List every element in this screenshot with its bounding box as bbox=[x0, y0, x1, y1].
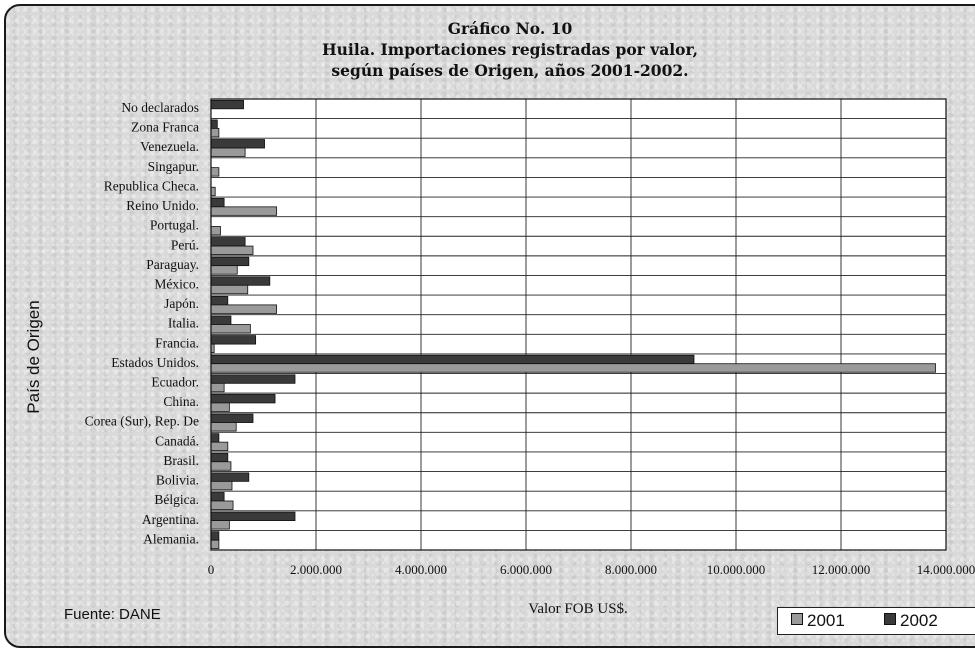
category-label: Portugal. bbox=[150, 218, 199, 233]
bar-2002 bbox=[210, 335, 257, 345]
legend-item-2001: 2001 bbox=[791, 611, 845, 631]
bar-2001 bbox=[210, 382, 225, 393]
bar-2002 bbox=[210, 511, 296, 521]
category-label: Ecuador. bbox=[151, 375, 199, 390]
category-label: Reino Unido. bbox=[126, 198, 199, 213]
bar-2001 bbox=[210, 226, 221, 236]
bars bbox=[210, 99, 936, 550]
bar-2001 bbox=[210, 480, 233, 491]
category-label: Alemania. bbox=[143, 531, 199, 546]
bar-2001 bbox=[210, 422, 237, 432]
bar-2001 bbox=[210, 363, 936, 373]
legend: 2001 2002 bbox=[777, 607, 975, 635]
chart-title-line-1: Gráfico No. 10 bbox=[447, 19, 573, 38]
bar-2002 bbox=[210, 433, 220, 443]
bar-2001 bbox=[210, 245, 254, 255]
bar-2001 bbox=[210, 324, 251, 334]
bar-2001 bbox=[210, 461, 232, 471]
bar-2001 bbox=[210, 147, 246, 157]
category-label: Argentina. bbox=[142, 512, 199, 527]
bar-chart: No declarados Zona Franca Venezuela. Singap… bbox=[24, 98, 975, 617]
bar-2002 bbox=[210, 472, 250, 482]
category-label: Venezuela. bbox=[140, 139, 199, 154]
x-tick-labels: 0 2.000.000 4.000.000 6.000.000 8.000.000 10.… bbox=[208, 562, 975, 577]
bar-2001 bbox=[210, 500, 234, 510]
legend-item-2002: 2002 bbox=[884, 611, 938, 631]
plot-border bbox=[210, 98, 947, 551]
category-label: Italia. bbox=[168, 316, 199, 331]
category-label: Brasil. bbox=[163, 453, 199, 468]
bar-2002 bbox=[210, 276, 271, 286]
category-label: Corea (Sur), Rep. De bbox=[85, 414, 199, 429]
category-labels: No declarados Zona Franca Venezuela. Singap… bbox=[85, 100, 199, 546]
chart-title-line-3: según países de Origen, años 2001-2002. bbox=[331, 61, 689, 80]
category-label: No declarados bbox=[121, 100, 199, 115]
bar-2002 bbox=[210, 139, 265, 149]
category-label: México. bbox=[154, 276, 199, 291]
category-label: Republica Checa. bbox=[104, 178, 199, 193]
bar-2002 bbox=[210, 237, 246, 247]
bar-2002 bbox=[210, 374, 296, 384]
legend-swatch-2001 bbox=[791, 613, 803, 625]
bar-2002 bbox=[210, 492, 225, 502]
x-tick-label: 12.000.000 bbox=[812, 562, 871, 577]
chart-title-line-2: Huila. Importaciones registradas por val… bbox=[322, 40, 698, 59]
bar-2002 bbox=[210, 197, 225, 208]
bar-2001 bbox=[210, 304, 278, 314]
bar-2002 bbox=[210, 531, 220, 541]
category-label: Japón. bbox=[164, 296, 199, 311]
x-tick-label: 4.000.000 bbox=[395, 562, 447, 577]
chart-title: Gráfico No. 10 Huila. Importaciones regi… bbox=[230, 18, 790, 81]
category-label: Zona Franca bbox=[131, 120, 199, 135]
bar-2001 bbox=[210, 441, 229, 452]
category-label: Francia. bbox=[155, 335, 199, 350]
x-tick-label: 6.000.000 bbox=[500, 562, 552, 577]
bar-2002 bbox=[210, 354, 695, 365]
plot-area bbox=[210, 98, 947, 551]
bar-2001 bbox=[210, 520, 230, 530]
bar-2001 bbox=[210, 402, 230, 412]
bar-2001 bbox=[210, 128, 220, 138]
bar-2002 bbox=[210, 413, 254, 423]
x-tick-label: 10.000.000 bbox=[707, 562, 766, 577]
x-tick-label: 2.000.000 bbox=[290, 562, 342, 577]
category-label: Estados Unidos. bbox=[111, 355, 199, 370]
category-label: Bolivia. bbox=[156, 473, 199, 488]
bar-2001 bbox=[210, 284, 249, 295]
category-label: Paraguay. bbox=[146, 257, 199, 272]
source-note: Fuente: DANE bbox=[64, 606, 161, 623]
grid-lines bbox=[211, 99, 946, 550]
x-tick-label: 14.000.000 bbox=[917, 562, 975, 577]
x-axis-label: Valor FOB US$. bbox=[528, 601, 628, 617]
bar-2002 bbox=[210, 99, 244, 110]
legend-label-2002: 2002 bbox=[900, 611, 938, 630]
bar-2002 bbox=[210, 256, 250, 267]
bar-2002 bbox=[210, 119, 218, 129]
category-label: Singapur. bbox=[148, 159, 199, 174]
bar-2002 bbox=[210, 452, 229, 463]
bar-2001 bbox=[210, 539, 220, 550]
category-label: Perú. bbox=[171, 237, 199, 252]
bar-2001 bbox=[210, 265, 238, 275]
bar-2001 bbox=[210, 206, 278, 216]
y-axis-label: País de Origen bbox=[24, 300, 43, 413]
bar-2002 bbox=[210, 315, 232, 325]
bar-2002 bbox=[210, 394, 276, 404]
category-label: Bélgica. bbox=[154, 492, 199, 507]
x-tick-label: 0 bbox=[208, 562, 215, 577]
bar-2001 bbox=[210, 186, 216, 197]
legend-swatch-2002 bbox=[884, 613, 896, 625]
legend-label-2001: 2001 bbox=[807, 611, 845, 630]
category-label: Canadá. bbox=[155, 433, 199, 448]
bar-2002 bbox=[210, 295, 229, 306]
category-label: China. bbox=[163, 394, 199, 409]
bar-2001 bbox=[210, 167, 220, 177]
x-tick-label: 8.000.000 bbox=[605, 562, 657, 577]
